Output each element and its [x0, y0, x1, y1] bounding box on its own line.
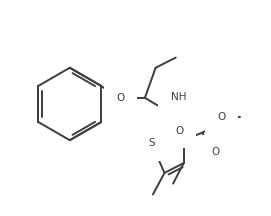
Text: O: O	[117, 93, 125, 103]
Text: O: O	[217, 112, 225, 122]
Text: NH: NH	[171, 92, 186, 102]
Text: S: S	[148, 138, 155, 148]
Text: O: O	[212, 147, 220, 157]
Text: O: O	[176, 126, 184, 136]
